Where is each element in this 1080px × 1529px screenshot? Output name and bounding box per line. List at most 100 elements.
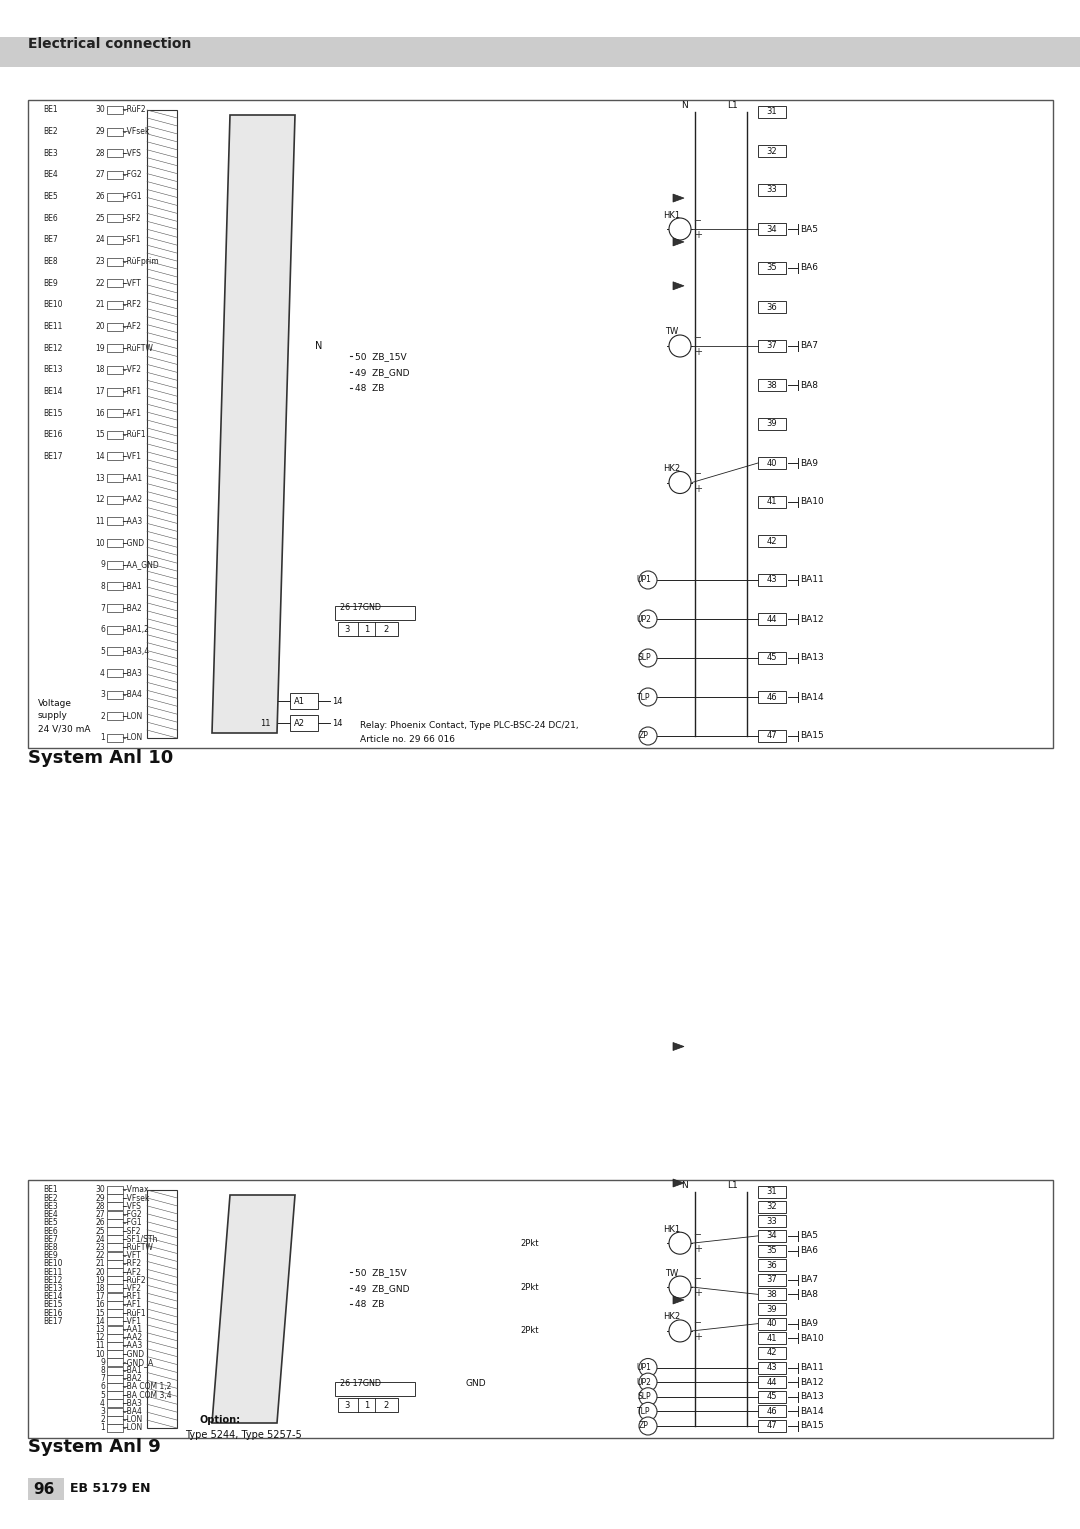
Bar — [758, 145, 786, 157]
Text: 20: 20 — [95, 1268, 105, 1277]
Text: BE12: BE12 — [43, 344, 63, 353]
Bar — [107, 625, 123, 633]
Text: 40: 40 — [767, 459, 778, 468]
Bar — [758, 1258, 786, 1271]
Bar — [107, 431, 123, 439]
Text: ─BA2: ─BA2 — [122, 1375, 141, 1384]
Text: UP2: UP2 — [636, 615, 651, 624]
Bar — [758, 183, 786, 196]
Text: 35: 35 — [767, 263, 778, 272]
Text: 10: 10 — [95, 1350, 105, 1359]
Text: 11: 11 — [95, 1341, 105, 1350]
Text: 1: 1 — [364, 624, 369, 633]
Text: ─BA1: ─BA1 — [122, 583, 141, 590]
Text: 21: 21 — [95, 300, 105, 309]
Text: BA7: BA7 — [800, 1275, 818, 1284]
Bar — [758, 1376, 786, 1388]
Text: ─VF1: ─VF1 — [122, 1316, 141, 1326]
Text: ─AA_GND: ─AA_GND — [122, 560, 159, 569]
Text: ─RF1: ─RF1 — [122, 1292, 141, 1301]
Text: BE16: BE16 — [43, 1309, 63, 1318]
Bar — [107, 583, 123, 590]
Circle shape — [639, 570, 657, 589]
Bar — [107, 1252, 123, 1260]
Text: ─FG2: ─FG2 — [122, 1209, 141, 1219]
Bar — [758, 1274, 786, 1286]
Text: 16: 16 — [95, 408, 105, 417]
Text: 43: 43 — [767, 1362, 778, 1372]
Text: +: + — [694, 1332, 702, 1342]
Text: BE4: BE4 — [43, 1209, 57, 1219]
Text: ─FG1: ─FG1 — [122, 193, 141, 202]
Text: 49  ZB_GND: 49 ZB_GND — [355, 367, 409, 376]
Text: Relay: Phoenix Contact, Type PLC-BSC-24 DC/21,: Relay: Phoenix Contact, Type PLC-BSC-24 … — [360, 722, 579, 731]
Bar — [758, 1245, 786, 1257]
Text: 28: 28 — [95, 148, 105, 157]
Bar — [107, 734, 123, 742]
Bar — [28, 1479, 64, 1500]
Text: 2Pkt: 2Pkt — [519, 1283, 539, 1292]
Text: ─AA1: ─AA1 — [122, 474, 143, 483]
Text: SLP: SLP — [637, 1393, 651, 1401]
Text: 18: 18 — [95, 365, 105, 375]
Text: 19: 19 — [95, 1275, 105, 1284]
Polygon shape — [212, 115, 295, 732]
Text: BA9: BA9 — [800, 1320, 818, 1329]
Text: BE3: BE3 — [43, 1202, 57, 1211]
Bar — [107, 1211, 123, 1219]
Bar — [758, 1289, 786, 1300]
Text: ─SF2: ─SF2 — [122, 1226, 140, 1235]
Text: ─VF2: ─VF2 — [122, 1284, 141, 1294]
Text: 50  ZB_15V: 50 ZB_15V — [355, 352, 407, 361]
Bar — [758, 1216, 786, 1228]
Bar — [107, 1187, 123, 1194]
Text: BA5: BA5 — [800, 225, 818, 234]
Text: BA7: BA7 — [800, 341, 818, 350]
Bar — [758, 417, 786, 430]
Text: 44: 44 — [767, 1378, 778, 1387]
Text: 3: 3 — [345, 624, 350, 633]
Text: BA8: BA8 — [800, 381, 818, 390]
Text: 14: 14 — [332, 719, 342, 728]
Text: ─RüFTW: ─RüFTW — [122, 344, 153, 353]
Bar — [107, 1309, 123, 1316]
Text: A1: A1 — [294, 697, 305, 705]
Text: HK1: HK1 — [663, 1225, 680, 1234]
Text: 16: 16 — [95, 1300, 105, 1309]
Text: BA10: BA10 — [800, 1333, 824, 1342]
Text: 39: 39 — [767, 419, 778, 428]
Text: ─VFS: ─VFS — [122, 148, 140, 157]
Text: L1: L1 — [727, 101, 738, 110]
Text: TLP: TLP — [637, 1407, 651, 1416]
Text: 2: 2 — [383, 624, 389, 633]
Bar — [107, 365, 123, 375]
Text: BE7: BE7 — [43, 235, 57, 245]
Bar — [758, 535, 786, 547]
Bar — [758, 457, 786, 469]
Text: 5: 5 — [100, 1391, 105, 1399]
Circle shape — [639, 1402, 657, 1420]
Text: 1: 1 — [364, 1401, 369, 1410]
Bar — [758, 379, 786, 391]
Text: 22: 22 — [95, 278, 105, 287]
Bar — [758, 223, 786, 235]
Bar — [107, 1416, 123, 1423]
Text: 43: 43 — [767, 575, 778, 584]
Text: ─GND_A: ─GND_A — [122, 1358, 153, 1367]
Bar — [758, 106, 786, 118]
Bar — [107, 495, 123, 503]
Bar — [107, 647, 123, 656]
Text: BE9: BE9 — [43, 278, 57, 287]
Circle shape — [639, 1358, 657, 1376]
Circle shape — [669, 219, 691, 240]
Text: ─RüFTW: ─RüFTW — [122, 1243, 153, 1252]
Circle shape — [639, 610, 657, 628]
Text: BE14: BE14 — [43, 387, 63, 396]
Text: ─AA2: ─AA2 — [122, 495, 143, 505]
Text: BA10: BA10 — [800, 497, 824, 506]
Text: ─BA1,2: ─BA1,2 — [122, 625, 149, 635]
Text: 42: 42 — [767, 537, 778, 546]
Text: BE13: BE13 — [43, 365, 63, 375]
Text: ─: ─ — [694, 1274, 700, 1284]
Bar — [107, 453, 123, 460]
